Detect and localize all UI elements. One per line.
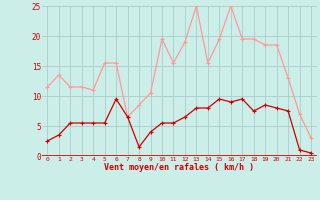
X-axis label: Vent moyen/en rafales ( km/h ): Vent moyen/en rafales ( km/h ) [104, 163, 254, 172]
